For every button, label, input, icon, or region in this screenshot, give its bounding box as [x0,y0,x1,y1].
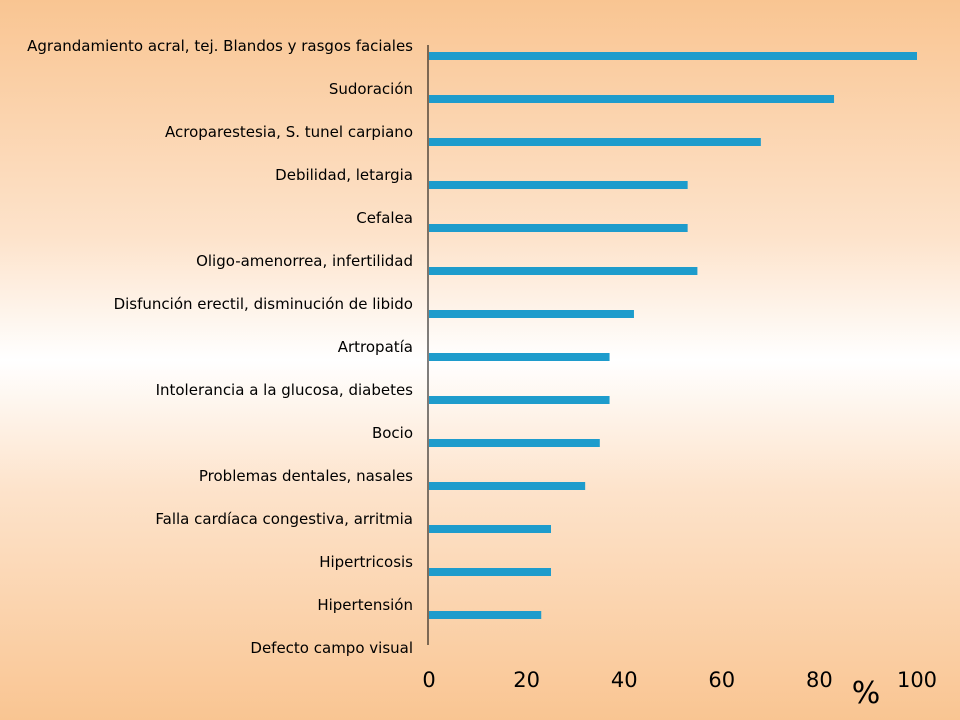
category-label: Intolerancia a la glucosa, diabetes [156,381,414,399]
category-label: Bocio [372,424,413,442]
bar [429,224,688,232]
x-tick-labels: 0 20 40 60 80 100 [422,668,937,692]
bar [429,525,551,533]
category-labels: Agrandamiento acral, tej. Blandos y rasg… [27,37,413,657]
category-label: Disfunción erectil, disminución de libid… [114,295,413,313]
category-label: Debilidad, letargia [275,166,413,184]
category-label: Falla cardíaca congestiva, arritmia [155,510,413,528]
category-label: Defecto campo visual [250,639,413,657]
category-label: Oligo-amenorrea, infertilidad [196,252,413,270]
category-label: Hipertensión [317,596,413,614]
category-label: Artropatía [338,338,413,356]
category-label: Cefalea [356,209,413,227]
category-label: Problemas dentales, nasales [199,467,413,485]
x-tick-label: 100 [897,668,937,692]
bar [429,310,634,318]
bar [429,396,610,404]
x-tick-label: 80 [806,668,833,692]
bar [429,267,698,275]
bar [429,52,917,60]
x-tick-label: 0 [422,668,435,692]
bar [429,353,610,361]
x-tick-label: 40 [611,668,638,692]
bar [429,482,586,490]
x-tick-label: 20 [513,668,540,692]
bar-group [429,52,917,619]
category-label: Hipertricosis [319,553,413,571]
bar [429,181,688,189]
bar [429,568,551,576]
x-tick-label: 60 [708,668,735,692]
category-label: Agrandamiento acral, tej. Blandos y rasg… [27,37,413,55]
x-axis-unit-label: % [852,676,881,711]
bar [429,611,542,619]
bar [429,95,835,103]
category-label: Sudoración [329,80,413,98]
bar [429,138,761,146]
bar [429,439,600,447]
category-label: Acroparestesia, S. tunel carpiano [165,123,413,141]
